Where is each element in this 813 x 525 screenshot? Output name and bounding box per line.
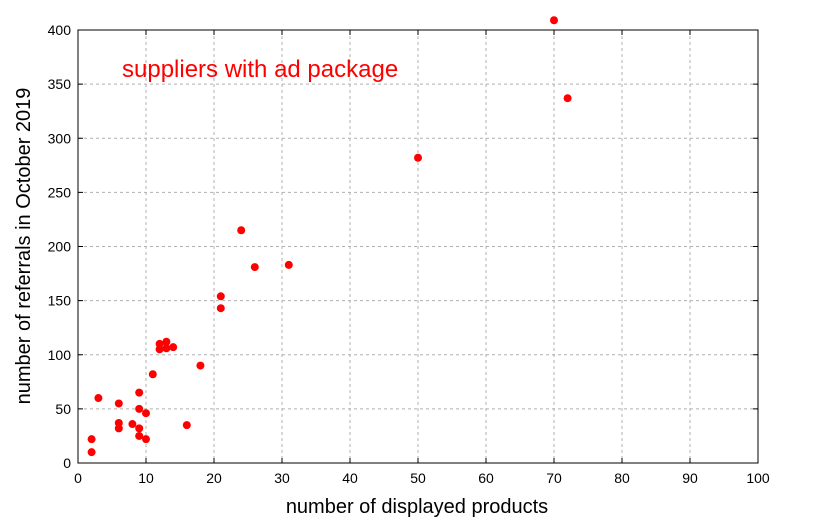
y-tick-label: 400 bbox=[48, 22, 72, 38]
y-tick-label: 300 bbox=[48, 130, 72, 146]
x-tick-label: 70 bbox=[546, 470, 562, 486]
y-axis-label: number of referrals in October 2019 bbox=[13, 88, 35, 405]
x-tick-label: 0 bbox=[74, 470, 82, 486]
data-point bbox=[196, 361, 205, 370]
y-tick-label: 0 bbox=[63, 455, 71, 471]
y-tick-label: 50 bbox=[55, 401, 71, 417]
y-tick-label: 200 bbox=[48, 239, 72, 255]
data-point bbox=[162, 344, 171, 353]
x-tick-label: 50 bbox=[410, 470, 426, 486]
data-point bbox=[87, 448, 96, 457]
data-point bbox=[182, 421, 191, 430]
data-point bbox=[114, 399, 123, 408]
x-tick-label: 10 bbox=[138, 470, 154, 486]
data-point bbox=[142, 435, 150, 444]
x-tick-label: 80 bbox=[614, 470, 630, 486]
data-point bbox=[162, 337, 171, 346]
x-axis-label: number of displayed products bbox=[286, 496, 548, 518]
data-point bbox=[237, 226, 246, 235]
data-point bbox=[216, 304, 225, 313]
data-point bbox=[414, 153, 422, 162]
chart-annotation: suppliers with ad package bbox=[122, 56, 398, 83]
data-point bbox=[128, 420, 137, 429]
x-tick-label: 20 bbox=[206, 470, 222, 486]
y-tick-label: 350 bbox=[48, 76, 72, 92]
data-point bbox=[94, 394, 103, 403]
x-tick-label: 100 bbox=[746, 470, 770, 486]
data-point bbox=[250, 263, 259, 272]
data-point bbox=[148, 370, 157, 379]
x-tick-label: 90 bbox=[682, 470, 698, 486]
data-point bbox=[135, 431, 144, 440]
axis-ticks: 0 10 20 30 40 50 60 70 80 90 100 0 50 100 150 200 250 300… bbox=[48, 22, 770, 486]
data-point bbox=[155, 339, 164, 348]
data-point bbox=[142, 409, 150, 418]
grid-lines bbox=[78, 30, 758, 463]
data-point bbox=[135, 424, 144, 433]
data-point bbox=[169, 343, 178, 352]
x-tick-label: 60 bbox=[478, 470, 494, 486]
x-tick-label: 30 bbox=[274, 470, 290, 486]
y-tick-label: 100 bbox=[48, 347, 72, 363]
y-tick-label: 150 bbox=[48, 293, 72, 309]
data-point bbox=[114, 418, 123, 427]
data-point bbox=[550, 16, 558, 25]
data-point bbox=[216, 292, 225, 301]
data-points bbox=[87, 16, 572, 457]
data-point bbox=[135, 404, 144, 413]
data-point bbox=[87, 435, 96, 444]
data-point bbox=[135, 388, 144, 397]
data-point bbox=[563, 94, 572, 103]
x-tick-label: 40 bbox=[342, 470, 358, 486]
y-tick-label: 250 bbox=[48, 184, 72, 200]
data-point bbox=[284, 260, 293, 269]
